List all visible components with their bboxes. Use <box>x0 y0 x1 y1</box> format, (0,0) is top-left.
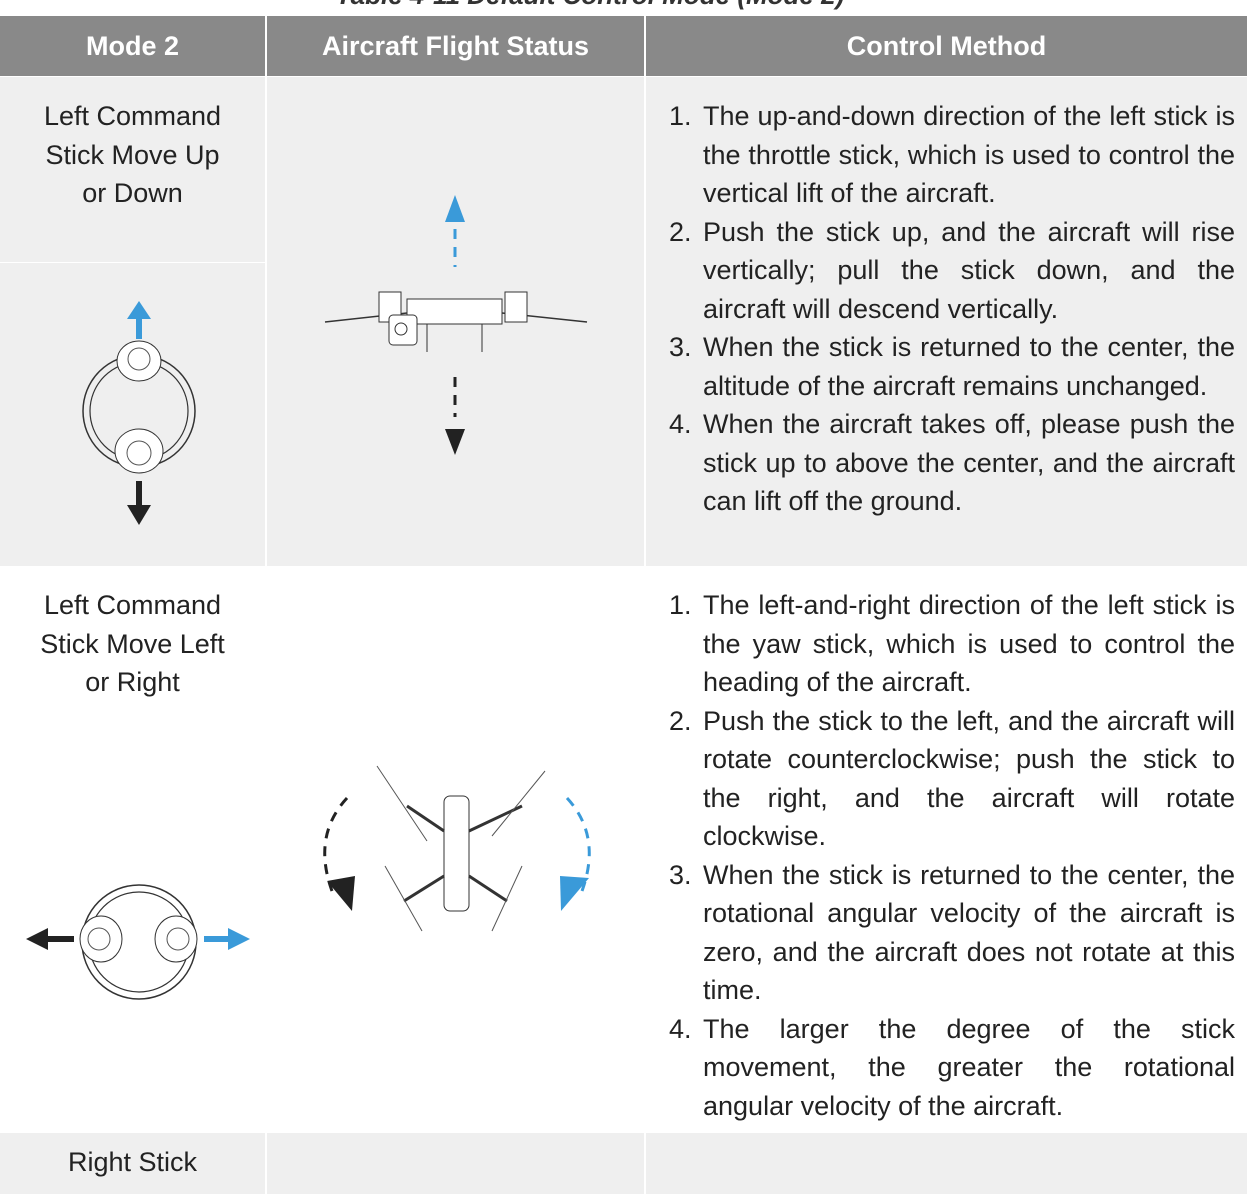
step: Push the stick up, and the aircraft will… <box>699 213 1235 329</box>
header-cell: Control Method <box>646 16 1247 76</box>
row-label: Right Stick <box>67 1147 198 1177</box>
flight-illustration <box>267 1133 644 1194</box>
step: The up-and-down direction of the left st… <box>699 97 1235 213</box>
flight-illustration <box>267 566 644 1132</box>
step: When the stick is returned to the center… <box>699 328 1235 405</box>
method-cell <box>646 1133 1247 1194</box>
step: Push the stick to the left, and the airc… <box>699 702 1235 856</box>
step: When the aircraft takes off, please push… <box>699 405 1235 521</box>
header-cell: Aircraft Flight Status <box>267 16 644 76</box>
row-label-cell: Right Stick <box>0 1133 265 1194</box>
row-label: Left Command Stick Move Up or Down <box>43 101 222 208</box>
row-label: Left Command Stick Move Left or Right <box>40 590 225 697</box>
row-label-cell: Left Command Stick Move Up or Down <box>0 77 265 262</box>
step: When the stick is returned to the center… <box>699 856 1235 1010</box>
flight-illustration <box>267 77 644 566</box>
method-cell: The left-and-right direction of the left… <box>646 566 1247 1132</box>
method-cell: The up-and-down direction of the left st… <box>646 77 1247 566</box>
table-title: Table 4-11 Default Control Mode (Mode 2) <box>0 0 1180 11</box>
stick-icon <box>82 301 196 525</box>
step: The larger the degree of the stick movem… <box>699 1010 1235 1126</box>
step-list: The left-and-right direction of the left… <box>646 586 1247 1125</box>
row-label-cell: Left Command Stick Move Left or Right <box>0 566 265 1132</box>
header-cell: Mode 2 <box>0 16 265 76</box>
step-list: The up-and-down direction of the left st… <box>646 97 1247 521</box>
step: The left-and-right direction of the left… <box>699 586 1235 702</box>
drone-side <box>324 195 588 455</box>
drone-top <box>323 765 591 932</box>
stick-illustration <box>0 263 265 566</box>
stick-icon <box>26 884 250 1000</box>
